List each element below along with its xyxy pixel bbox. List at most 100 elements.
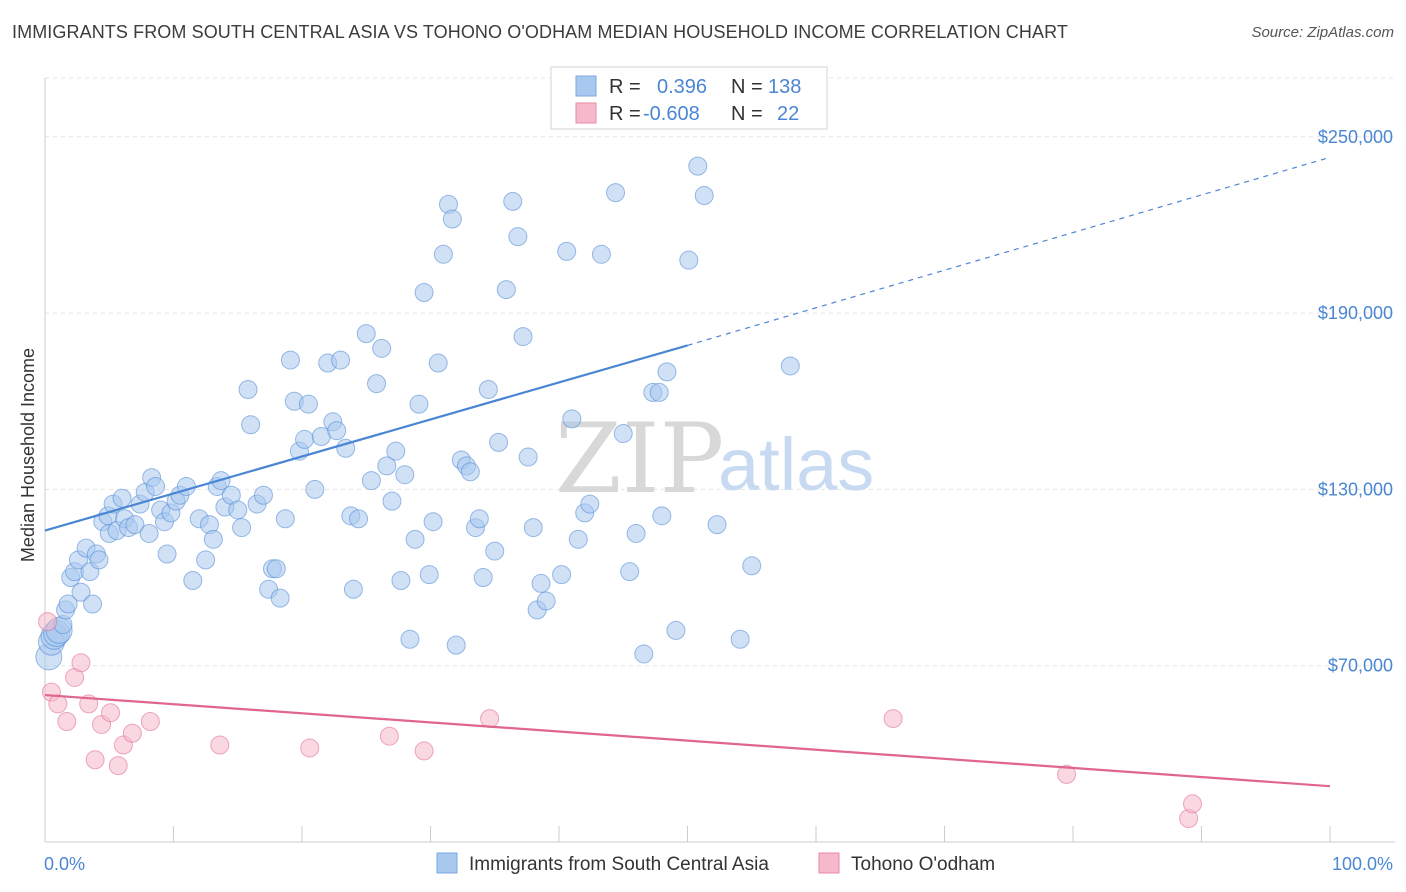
legend-n-label-1: N =: [731, 76, 763, 98]
point-s0-55: [266, 559, 286, 579]
point-s0-72: [349, 509, 369, 529]
point-s0-104: [508, 227, 528, 247]
point-s0-124: [649, 382, 669, 402]
legend-r-value-2: -0.608: [643, 103, 700, 125]
point-s0-40: [196, 550, 216, 570]
point-s1-22: [1183, 794, 1203, 814]
point-s1-17: [414, 741, 434, 761]
point-s0-28: [139, 523, 159, 543]
point-s0-11: [71, 582, 91, 602]
correlation-legend: R = 0.396 N = 138 R = -0.608 N = 22: [550, 66, 828, 130]
point-s0-130: [694, 186, 714, 206]
point-s0-119: [613, 424, 633, 444]
point-s1-18: [480, 709, 500, 729]
point-s0-7: [58, 594, 78, 614]
point-s0-114: [568, 529, 588, 549]
point-s1-12: [122, 723, 142, 743]
point-s0-49: [238, 379, 258, 399]
point-s0-91: [442, 209, 462, 229]
point-s1-3: [57, 712, 77, 732]
point-s0-101: [489, 432, 509, 452]
point-s0-80: [391, 570, 411, 590]
point-s0-97: [469, 509, 489, 529]
y-tick-label-1: $130,000: [1318, 479, 1393, 499]
point-s1-0: [38, 612, 58, 632]
point-s0-103: [503, 191, 523, 211]
point-s0-105: [513, 327, 533, 347]
chart-title: IMMIGRANTS FROM SOUTH CENTRAL ASIA VS TO…: [12, 22, 1068, 42]
point-s0-22: [112, 488, 132, 508]
point-s0-121: [626, 523, 646, 543]
point-s0-30: [146, 476, 166, 496]
legend-r-value-1: 0.396: [657, 76, 707, 98]
point-s0-68: [331, 350, 351, 370]
point-s0-131: [707, 515, 727, 535]
point-s0-67: [327, 421, 347, 441]
point-s0-120: [620, 562, 640, 582]
legend-r-label-2: R =: [609, 103, 641, 125]
point-s0-116: [580, 494, 600, 514]
point-s0-84: [409, 394, 429, 414]
series-legend: Immigrants from South Central Asia Tohon…: [436, 852, 995, 875]
series-swatch-pink: [818, 852, 840, 874]
y-tick-label-0: $70,000: [1328, 656, 1393, 676]
point-s1-15: [300, 738, 320, 758]
x-tick-labels: 0.0% 100.0%: [44, 854, 1393, 874]
point-s0-128: [679, 250, 699, 270]
legend-n-value-2: 22: [777, 103, 799, 125]
point-s0-61: [295, 429, 315, 449]
legend-n-value-1: 138: [768, 76, 801, 98]
point-s1-5: [71, 653, 91, 673]
legend-n-label-2: N =: [731, 103, 763, 125]
point-s0-78: [382, 491, 402, 511]
point-s0-79: [386, 441, 406, 461]
point-s0-100: [485, 541, 505, 561]
point-s0-110: [536, 591, 556, 611]
point-s0-14: [83, 594, 103, 614]
point-s0-69: [336, 438, 356, 458]
point-s0-129: [688, 156, 708, 176]
point-s0-122: [634, 644, 654, 664]
point-s0-117: [591, 244, 611, 264]
y-axis-label: Median Household Income: [18, 348, 38, 562]
point-s0-33: [157, 544, 177, 564]
point-s0-118: [606, 183, 626, 203]
series-name-2: Tohono O'odham: [851, 854, 995, 875]
point-s0-63: [305, 479, 325, 499]
y-tick-labels: $70,000 $130,000 $190,000 $250,000: [1318, 127, 1393, 676]
point-s0-62: [298, 394, 318, 414]
point-s0-111: [552, 565, 572, 585]
series-swatch-blue: [436, 852, 458, 874]
point-s1-7: [85, 750, 105, 770]
point-s0-74: [361, 471, 381, 491]
point-s0-89: [433, 244, 453, 264]
point-s0-132: [730, 629, 750, 649]
y-tick-label-3: $250,000: [1318, 127, 1393, 147]
point-s0-102: [496, 280, 516, 300]
point-s0-133: [742, 556, 762, 576]
trend-line-1: [44, 693, 1331, 788]
point-s0-25: [125, 515, 145, 535]
point-s0-112: [557, 241, 577, 261]
point-s0-83: [405, 529, 425, 549]
watermark-atlas: atlas: [718, 423, 874, 506]
point-s1-16: [379, 726, 399, 746]
y-tick-label-2: $190,000: [1318, 303, 1393, 323]
source-label: Source: ZipAtlas.com: [1251, 24, 1394, 41]
point-s0-42: [203, 529, 223, 549]
point-s0-87: [423, 512, 443, 532]
series-name-1: Immigrants from South Central Asia: [469, 854, 769, 875]
x-tick-label-0: 0.0%: [44, 854, 85, 874]
point-s0-56: [270, 588, 290, 608]
point-s0-126: [657, 362, 677, 382]
point-s0-57: [275, 509, 295, 529]
point-s1-2: [48, 694, 68, 714]
point-s0-98: [473, 568, 493, 588]
point-s0-38: [183, 570, 203, 590]
point-s0-81: [395, 465, 415, 485]
point-s0-125: [652, 506, 672, 526]
point-s0-127: [666, 620, 686, 640]
point-s0-88: [428, 353, 448, 373]
point-s1-10: [108, 756, 128, 776]
point-s0-109: [531, 573, 551, 593]
